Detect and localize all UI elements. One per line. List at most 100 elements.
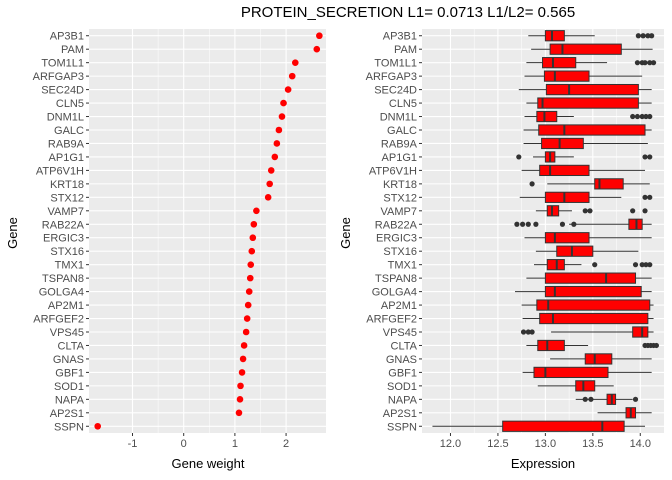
left-y-axis-title: Gene <box>5 217 20 249</box>
gene-weight-point <box>267 167 275 174</box>
outlier-point <box>653 342 660 349</box>
gene-label: AP2S1 <box>383 408 417 420</box>
gene-label: AP3B1 <box>50 31 84 43</box>
gene-weight-point <box>239 355 247 363</box>
left-x-axis-title: Gene weight <box>172 456 245 471</box>
box <box>544 232 590 244</box>
gene-label: AP3B1 <box>383 31 417 43</box>
outlier-point <box>640 33 646 39</box>
gene-weight-point <box>264 194 272 201</box>
gene-label: ARFGEF2 <box>366 314 417 326</box>
gene-label: NAPA <box>388 394 418 406</box>
outlier-point <box>647 154 653 160</box>
outlier-point <box>643 113 649 120</box>
box <box>594 178 624 190</box>
outlier-point <box>588 396 594 402</box>
box <box>575 380 596 392</box>
gene-label: CLTA <box>391 340 418 352</box>
box <box>544 285 642 298</box>
gene-weight-point <box>243 315 251 322</box>
gene-label: TMX1 <box>55 260 84 272</box>
outlier-point <box>519 221 526 227</box>
outlier-point <box>520 329 527 335</box>
gene-label: TOM1L1 <box>41 58 84 70</box>
gene-label: RAB9A <box>48 138 85 150</box>
gene-label: SSPN <box>54 421 84 433</box>
gene-weight-point <box>249 234 257 242</box>
outlier-point <box>533 221 539 227</box>
right-x-axis-title: Expression <box>511 456 575 471</box>
box <box>542 57 577 69</box>
gene-weight-point <box>280 99 287 107</box>
box <box>545 83 639 96</box>
gene-weight-point <box>247 261 255 268</box>
gene-weight-point <box>237 382 244 390</box>
gene-weight-point <box>275 126 283 134</box>
gene-label: GBF1 <box>55 367 84 379</box>
gene-weight-point <box>253 207 260 215</box>
gene-weight-point <box>235 409 243 417</box>
gene-weight-point <box>273 140 281 147</box>
outlier-point <box>516 154 522 160</box>
gene-label: NAPA <box>55 394 85 406</box>
x-tick-label: 13.5 <box>582 438 603 450</box>
right-y-axis-title: Gene <box>338 217 353 249</box>
gene-weight-point <box>245 288 253 295</box>
outlier-point <box>639 262 645 268</box>
gene-weight-point <box>313 45 321 53</box>
outlier-point <box>630 208 636 214</box>
chart-title: PROTEIN_SECRETION L1= 0.0713 L1/L2= 0.56… <box>241 4 575 21</box>
box <box>502 420 625 432</box>
x-tick-label: 12.5 <box>487 438 508 450</box>
gene-weight-point <box>271 153 279 161</box>
gene-weight-point <box>236 396 244 403</box>
outlier-point <box>582 396 588 402</box>
gene-label: SOD1 <box>387 381 417 393</box>
gene-label: STX16 <box>50 246 84 258</box>
gene-label: TMX1 <box>388 260 417 272</box>
outlier-point <box>592 262 598 268</box>
gene-label: KRT18 <box>50 179 84 191</box>
box <box>543 70 590 82</box>
box <box>536 110 558 123</box>
x-tick-label: 14.0 <box>630 438 651 450</box>
outlier-point <box>639 113 645 120</box>
x-tick-label: 1 <box>232 438 238 450</box>
gene-weight-point <box>244 301 252 309</box>
gene-label: GNAS <box>53 354 84 366</box>
gene-label: ARFGAP3 <box>366 71 417 83</box>
x-tick-label: 0 <box>181 438 187 450</box>
outlier-point <box>647 113 653 120</box>
gene-label: STX12 <box>50 192 84 204</box>
outlier-point <box>529 329 535 335</box>
box <box>556 245 594 257</box>
box <box>549 43 622 55</box>
gene-label: ARFGAP3 <box>33 71 84 83</box>
gene-label: TSPAN8 <box>375 273 417 285</box>
gene-label: GALC <box>387 125 417 137</box>
box <box>537 339 565 352</box>
gene-label: GOLGA4 <box>372 287 417 299</box>
box <box>632 326 649 338</box>
gene-weight-point <box>248 247 256 255</box>
gene-label: ERGIC3 <box>376 233 417 245</box>
outlier-point <box>645 33 651 39</box>
gene-label: RAB9A <box>381 138 418 150</box>
outlier-point <box>647 60 653 66</box>
x-tick-label: 13.0 <box>535 438 556 450</box>
gene-weight-point <box>250 220 258 228</box>
outlier-point <box>630 113 636 120</box>
gene-weight-point <box>284 86 292 93</box>
outlier-point <box>632 396 639 402</box>
gene-label: DNM1L <box>47 112 84 124</box>
gene-label: CLN5 <box>389 98 417 110</box>
box <box>539 312 649 325</box>
outlier-point <box>649 33 655 39</box>
gene-label: GOLGA4 <box>39 287 84 299</box>
gene-label: GALC <box>54 125 84 137</box>
gene-label: RAB22A <box>42 219 85 231</box>
outlier-point <box>634 113 641 120</box>
box <box>544 191 590 203</box>
